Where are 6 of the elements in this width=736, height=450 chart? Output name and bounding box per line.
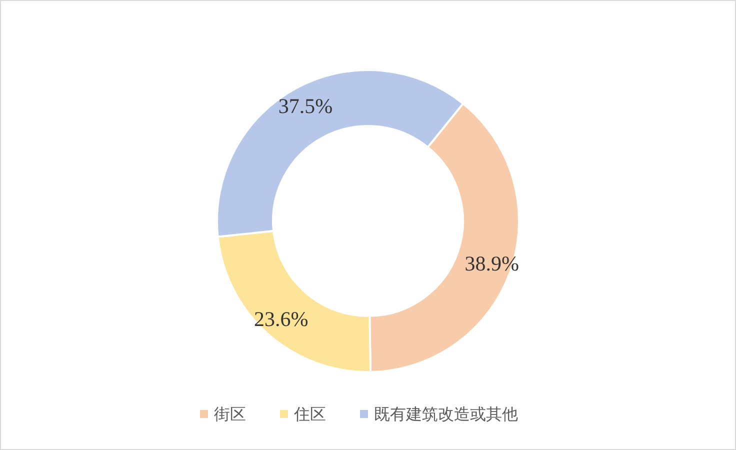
legend-label: 既有建筑改造或其他	[374, 404, 518, 424]
legend-label: 住区	[293, 404, 326, 424]
data-label: 23.6%	[254, 307, 308, 332]
data-label: 38.9%	[464, 252, 519, 276]
data-label: 37.5%	[278, 94, 333, 118]
legend-label: 街区	[214, 404, 246, 424]
